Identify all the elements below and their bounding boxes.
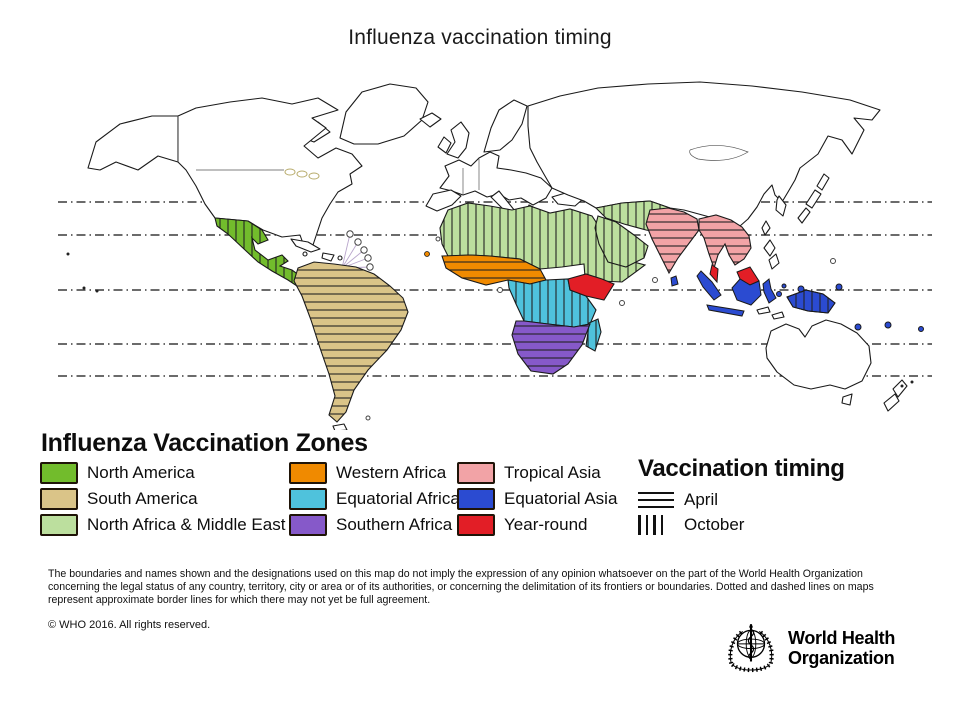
swatch-year-round — [457, 513, 495, 536]
who-logo: World Health Organization — [722, 620, 895, 676]
zones-legend-column-1: North America South America North Africa… — [40, 461, 286, 541]
legend-item-equatorial-africa: Equatorial Africa — [289, 487, 460, 510]
legend-item-southern-africa: Southern Africa — [289, 513, 460, 536]
legend-item-year-round: Year-round — [457, 513, 617, 536]
zone-equatorial-asia — [670, 270, 924, 332]
unzoned-land — [87, 81, 908, 430]
swatch-south-america — [40, 487, 78, 510]
land-australia — [765, 319, 872, 390]
legend-label: Tropical Asia — [504, 462, 601, 482]
legend-label: Southern Africa — [336, 514, 453, 534]
world-map — [58, 81, 932, 430]
zone-year-round-kenya — [567, 273, 615, 301]
swatch-western-africa — [289, 461, 327, 484]
timing-label: October — [684, 515, 745, 534]
land-europe — [439, 151, 553, 206]
legend-label: Equatorial Asia — [504, 488, 618, 508]
who-logo-text: World Health Organization — [788, 628, 895, 668]
swatch-southern-africa — [289, 513, 327, 536]
land-cuba — [290, 238, 321, 253]
zone-southern-africa — [511, 320, 591, 375]
swatch-north-africa-middle-east — [40, 513, 78, 536]
legend-item-south-america: South America — [40, 487, 285, 510]
land-new-zealand — [892, 379, 908, 398]
legend-label: North America — [87, 462, 195, 482]
land-iberia — [425, 189, 462, 212]
land-japan — [797, 207, 811, 224]
copyright-notice: © WHO 2016. All rights reserved. — [48, 619, 211, 631]
timing-item-april: April — [638, 490, 718, 510]
zone-equatorial-asia-hatch — [786, 289, 836, 314]
legend-label: Equatorial Africa — [336, 488, 460, 508]
swatch-equatorial-asia — [457, 487, 495, 510]
map-disclaimer: The boundaries and names shown and the d… — [48, 568, 874, 606]
horizontal-lines-icon — [638, 490, 674, 510]
vertical-lines-icon — [638, 515, 674, 535]
legend-item-north-africa-middle-east: North Africa & Middle East — [40, 513, 286, 536]
legend-label: Year-round — [504, 514, 588, 534]
legend-label: North Africa & Middle East — [87, 514, 286, 534]
legend-label: South America — [87, 488, 198, 508]
page-title: Influenza vaccination timing — [348, 26, 612, 49]
legend-item-north-america: North America — [40, 461, 285, 484]
land-philippines — [763, 239, 776, 257]
land-north-america — [177, 97, 363, 250]
zones-legend-heading: Influenza Vaccination Zones — [41, 429, 368, 457]
legend-label: Western Africa — [336, 462, 447, 482]
zones-legend-column-3: Tropical Asia Equatorial Asia Year-round — [457, 461, 618, 541]
timing-label: April — [684, 490, 719, 509]
zone-western-africa — [424, 251, 547, 286]
who-emblem-icon — [728, 624, 774, 673]
legend-item-western-africa: Western Africa — [289, 461, 460, 484]
land-scandinavia — [483, 99, 528, 153]
land-iceland — [419, 112, 442, 128]
timing-legend-heading: Vaccination timing — [638, 455, 845, 482]
swatch-north-america — [40, 461, 78, 484]
zone-south-america — [293, 261, 409, 423]
land-alaska — [87, 115, 179, 171]
who-logo-line2: Organization — [788, 648, 895, 668]
swatch-equatorial-africa — [289, 487, 327, 510]
small-islands — [66, 236, 914, 421]
legend-item-tropical-asia: Tropical Asia — [457, 461, 617, 484]
great-lakes — [284, 168, 320, 180]
swatch-tropical-asia — [457, 461, 495, 484]
zone-year-round-malaysia — [709, 264, 760, 286]
land-greenland — [339, 83, 429, 145]
land-great-britain — [446, 121, 470, 159]
legend-item-equatorial-asia: Equatorial Asia — [457, 487, 618, 510]
land-eurasia — [527, 81, 881, 227]
who-logo-line1: World Health — [788, 628, 896, 648]
zones-legend-column-2: Western Africa Equatorial Africa Souther… — [289, 461, 460, 541]
timing-item-october: October — [638, 515, 744, 535]
